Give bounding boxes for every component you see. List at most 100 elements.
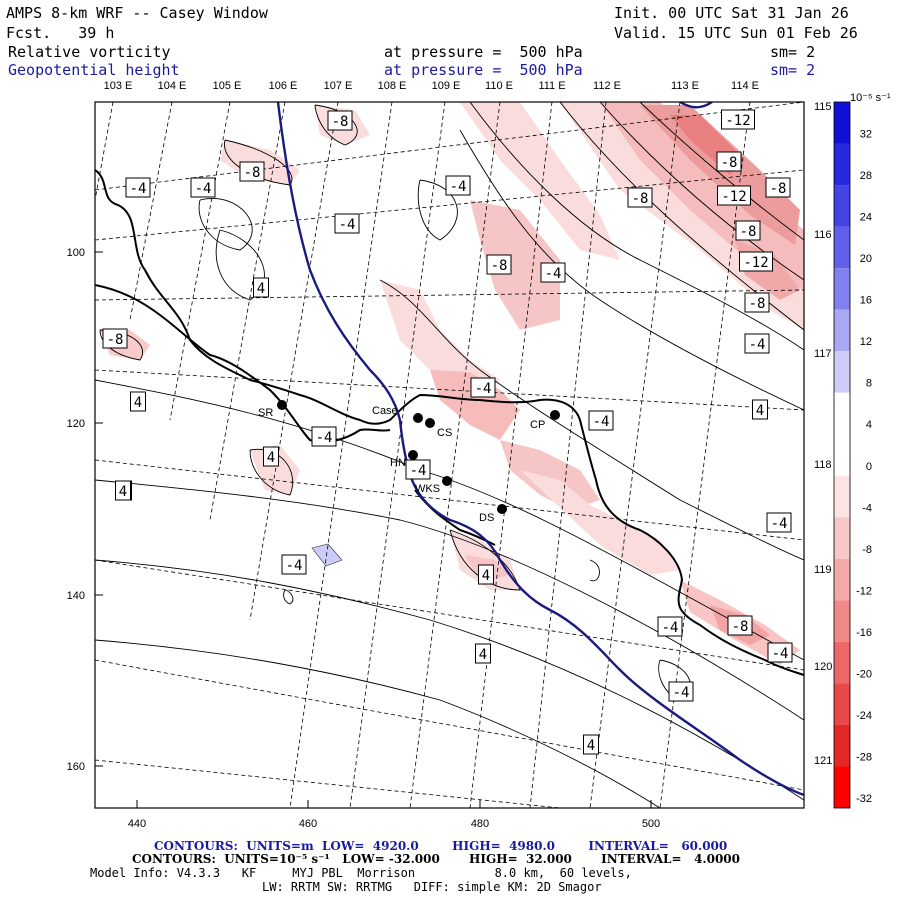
colorbar-swatch [834, 351, 850, 393]
contour-label-box [125, 177, 151, 198]
contour-labels: -8 -4 -4 -8 -4 -4 -8 -12 -8 -12 -8 -8 -12 -8 4 -4 -8 -4 -8… [102, 109, 793, 755]
colorbar-swatch [834, 392, 850, 435]
colorbar-swatch [834, 683, 850, 725]
field1-name: Relative vorticity [8, 43, 171, 61]
footer-model-info: Model Info: V4.3.3 KF MYJ PBL Morrison 8… [90, 866, 632, 880]
contour-label: -8 [732, 619, 749, 635]
colorbar-value: 4 [866, 419, 872, 431]
colorbar-swatch [834, 600, 850, 642]
colorbar-value: -24 [856, 710, 872, 722]
colorbar-swatch [834, 558, 850, 601]
lon-top-label: 110 E [485, 80, 513, 92]
contour-label: -8 [632, 191, 649, 207]
footer-height-contours: CONTOURS: UNITS=m LOW= 4920.0 HIGH= 4980… [154, 839, 728, 853]
colorbar-swatch [834, 268, 850, 310]
lon-top-label: 103 E [104, 80, 133, 92]
contour-label-box [767, 642, 793, 663]
contour-label-box [405, 459, 431, 480]
contour-label: -4 [286, 558, 303, 574]
footer-model-physics: LW: RRTM SW: RRTMG DIFF: simple KM: 2D S… [262, 880, 602, 894]
colorbar-value: 20 [860, 253, 872, 265]
contour-label-box [735, 220, 761, 241]
x-tick-label: 440 [128, 818, 146, 830]
colorbar-swatch [834, 102, 850, 144]
graticule [95, 102, 804, 808]
lon-top-label: 104 E [158, 80, 187, 92]
y-tick-label: 120 [67, 418, 85, 430]
contour-label-box [253, 277, 269, 298]
contour-label-box [263, 446, 279, 467]
station-marker-hn [408, 450, 418, 460]
lon-top-label: 108 E [378, 80, 407, 92]
model-title: AMPS 8-km WRF -- Casey Window [6, 4, 268, 22]
lon-top-label: 106 E [269, 80, 298, 92]
field2-level: at pressure = 500 hPa [384, 61, 583, 79]
contour-label-box [470, 377, 496, 398]
lon-top-label: 105 E [213, 80, 242, 92]
lon-top-label: 111 E [538, 80, 565, 92]
colorbar: 32 28 24 20 16 12 8 4 0 -4 -8 -12 -16 -20 -24 -28 -32 [833, 101, 872, 809]
forecast-hour: Fcst. 39 h [6, 24, 115, 42]
colorbar-value: -16 [856, 627, 872, 639]
contour-label: 4 [587, 738, 595, 754]
contour-label-box [102, 328, 128, 349]
colorbar-swatch [834, 434, 850, 476]
contour-label: -12 [725, 113, 750, 129]
contour-label-box [716, 151, 742, 172]
contour-label-box [765, 177, 791, 198]
contour-label-box [190, 177, 216, 198]
colorbar-value: -4 [862, 502, 872, 514]
station-markers: SR Case CS HN WKS CP DS [258, 400, 560, 524]
colorbar-value: 28 [860, 170, 872, 182]
station-label-case: Case [372, 405, 398, 417]
colorbar-value: -12 [856, 585, 872, 597]
contour-label-box [445, 175, 471, 196]
colorbar-units: 10⁻⁵ s⁻¹ [850, 92, 891, 104]
contour-label-box [766, 512, 792, 533]
station-label-hn: HN [390, 457, 406, 469]
lon-top-label: 114 E [731, 80, 759, 92]
colorbar-value: -8 [862, 544, 872, 556]
colorbar-swatch [834, 309, 850, 352]
contour-label: -4 [662, 620, 679, 636]
y-tick-labels: 100 120 140 160 [67, 247, 85, 773]
colorbar-value: -20 [856, 668, 872, 680]
longitude-labels-top: 103 E 104 E 105 E 106 E 107 E 108 E 109 E 110 E… [104, 80, 759, 92]
contour-label: -8 [770, 181, 787, 197]
contour-label-box [583, 734, 599, 755]
contour-label-box [486, 254, 512, 275]
contour-label-box [588, 410, 614, 431]
station-marker-wks [442, 476, 452, 486]
colorbar-value: 12 [860, 336, 872, 348]
contour-label-box [478, 564, 494, 585]
contour-label-box [744, 292, 770, 313]
contour-label: -8 [721, 155, 738, 171]
colorbar-swatch [834, 143, 850, 186]
init-time: Init. 00 UTC Sat 31 Jan 26 [614, 4, 849, 22]
contour-label: -4 [771, 516, 788, 532]
y-tick-label: 140 [67, 590, 85, 602]
contour-label: -4 [545, 266, 562, 282]
plot-frame [94, 101, 805, 809]
station-label-ds: DS [479, 512, 494, 524]
contour-label: -8 [749, 296, 766, 312]
colorbar-value: 32 [860, 129, 872, 141]
contour-label-box [752, 399, 768, 420]
geopotential-contours [276, 102, 804, 797]
contour-label: -4 [673, 685, 690, 701]
contour-label-box [717, 185, 751, 206]
colorbar-swatch [834, 475, 850, 518]
field2-smoothing: sm= 2 [770, 61, 816, 79]
contour-label-box [281, 554, 307, 575]
contour-label-box [239, 161, 265, 182]
station-label-cs: CS [437, 427, 452, 439]
colorbar-frame [833, 101, 851, 809]
contour-label: 4 [756, 403, 764, 419]
contour-label-box [727, 615, 753, 636]
station-label-cp: CP [530, 419, 545, 431]
station-marker-case [413, 413, 423, 423]
contour-label-box [657, 616, 683, 637]
colorbar-swatch [834, 641, 850, 684]
contour-label-box [668, 681, 694, 702]
